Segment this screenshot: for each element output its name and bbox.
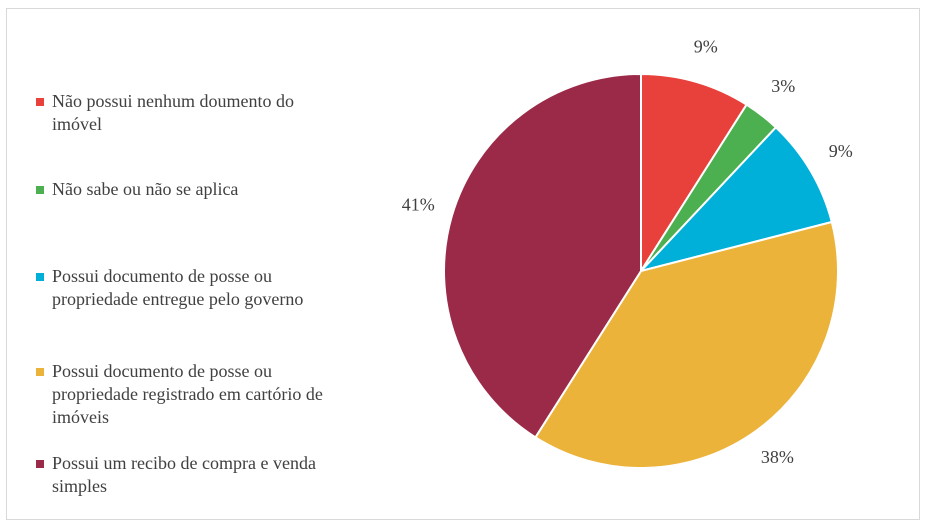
legend-swatch bbox=[36, 368, 44, 376]
data-label: 9% bbox=[829, 141, 853, 161]
legend-item: Não possui nenhum doumento do imóvel bbox=[36, 90, 346, 136]
legend-label: Possui documento de posse ou propriedade… bbox=[52, 361, 323, 427]
legend-swatch bbox=[36, 98, 44, 106]
legend-swatch bbox=[36, 273, 44, 281]
legend-label: Possui documento de posse ou propriedade… bbox=[52, 266, 304, 309]
legend-label: Não sabe ou não se aplica bbox=[52, 179, 239, 199]
legend-swatch bbox=[36, 460, 44, 468]
legend-label: Possui um recibo de compra e venda simpl… bbox=[52, 453, 316, 496]
legend-item: Não sabe ou não se aplica bbox=[36, 178, 346, 201]
legend-swatch bbox=[36, 186, 44, 194]
pie-slice bbox=[637, 125, 834, 273]
chart-frame bbox=[6, 8, 920, 520]
pie-slice bbox=[534, 220, 839, 469]
data-label: 41% bbox=[402, 194, 435, 214]
data-label: 3% bbox=[771, 76, 795, 96]
data-label: 9% bbox=[694, 36, 718, 56]
legend-item: Possui documento de posse ou propriedade… bbox=[36, 265, 346, 311]
legend-item: Possui um recibo de compra e venda simpl… bbox=[36, 452, 346, 498]
pie-slice bbox=[640, 72, 748, 275]
legend-item: Possui documento de posse ou propriedade… bbox=[36, 360, 346, 429]
pie-slice bbox=[443, 72, 642, 439]
legend-label: Não possui nenhum doumento do imóvel bbox=[52, 91, 294, 134]
data-label: 38% bbox=[761, 447, 794, 467]
